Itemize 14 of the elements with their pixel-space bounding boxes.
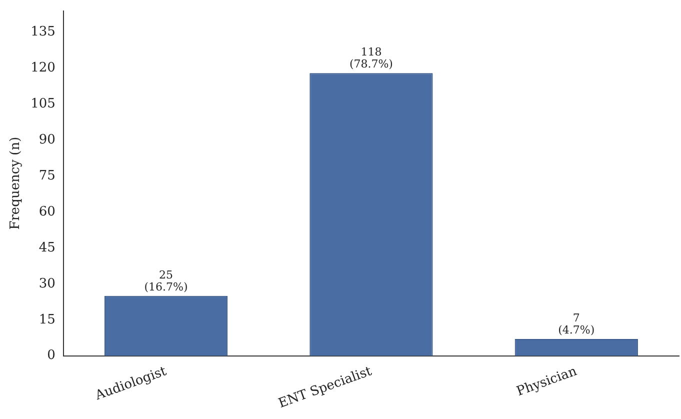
y-tick-label: 15 [38,312,56,328]
y-tick-label: 30 [38,276,56,292]
data-label: 7 (4.7%) [558,311,595,336]
y-tick-label: 120 [30,60,56,76]
y-axis-title: Frequency (n) [8,136,24,230]
y-tick-label: 0 [47,348,56,364]
data-label: 25 (16.7%) [144,268,188,294]
y-tick-label: 75 [38,168,56,184]
y-tick-label: 135 [30,24,56,40]
y-tick-label: 90 [38,132,56,148]
y-tick-label: 45 [38,240,56,256]
y-tick-label: 105 [30,96,56,112]
data-label: 118 (78.7%) [349,45,393,70]
y-tick-label: 60 [38,204,56,220]
